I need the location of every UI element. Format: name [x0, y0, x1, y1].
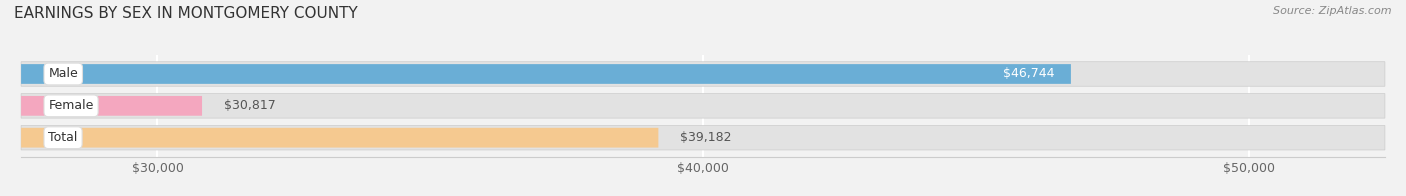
- FancyBboxPatch shape: [21, 128, 658, 148]
- Text: Female: Female: [48, 99, 94, 112]
- Text: Total: Total: [48, 131, 77, 144]
- FancyBboxPatch shape: [21, 64, 1071, 84]
- Text: $39,182: $39,182: [681, 131, 731, 144]
- FancyBboxPatch shape: [21, 125, 1385, 150]
- FancyBboxPatch shape: [21, 93, 1385, 118]
- Text: EARNINGS BY SEX IN MONTGOMERY COUNTY: EARNINGS BY SEX IN MONTGOMERY COUNTY: [14, 6, 357, 21]
- FancyBboxPatch shape: [21, 62, 1385, 86]
- Text: $30,817: $30,817: [224, 99, 276, 112]
- Text: Male: Male: [48, 67, 79, 81]
- Text: Source: ZipAtlas.com: Source: ZipAtlas.com: [1274, 6, 1392, 16]
- FancyBboxPatch shape: [21, 96, 202, 116]
- Text: $46,744: $46,744: [1002, 67, 1054, 81]
